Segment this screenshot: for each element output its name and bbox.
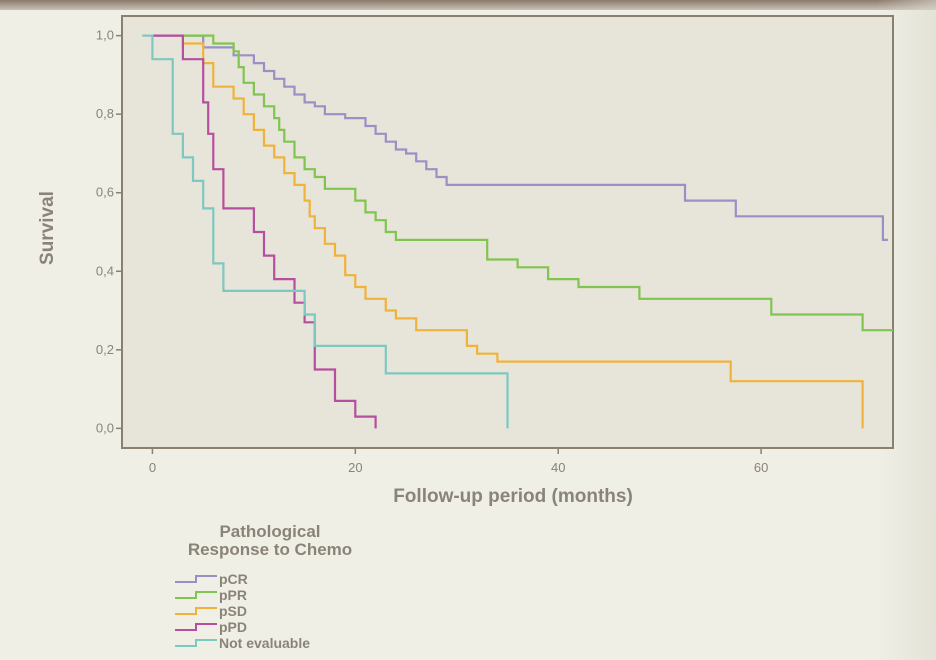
legend-item-ppd: pPD <box>174 619 400 635</box>
legend-label: pPR <box>219 587 247 603</box>
legend-swatch <box>175 607 217 615</box>
legend-item-ppr: pPR <box>174 587 400 603</box>
legend-items: pCR pPR pSD pPD Not evaluable <box>174 571 400 651</box>
series-line-psd <box>172 34 864 429</box>
legend-swatch <box>175 575 217 583</box>
legend-label: Not evaluable <box>219 635 311 651</box>
legend-swatch <box>175 591 217 599</box>
y-tick-label: 1,0 <box>96 28 114 43</box>
series-line-ppd <box>152 34 377 429</box>
legend-swatch <box>175 623 217 631</box>
legend-title-line-2: Response to Chemo <box>187 540 353 559</box>
x-tick-label: 0 <box>149 460 156 475</box>
legend-label: pPD <box>219 619 247 635</box>
legend-title: Pathological Response to Chemo <box>140 523 400 559</box>
x-tick-label: 20 <box>348 460 362 475</box>
y-axis-title: Survival <box>37 191 58 265</box>
y-tick-label: 0,6 <box>96 185 114 200</box>
y-tick-label: 0,8 <box>96 106 114 121</box>
y-tick-label: 0,4 <box>96 263 114 278</box>
legend-item-psd: pSD <box>174 603 400 619</box>
x-tick-label: 40 <box>551 460 565 475</box>
slide-top-band <box>0 0 936 10</box>
series-line-ppr <box>182 34 893 332</box>
x-axis-title: Follow-up period (months) <box>393 486 633 507</box>
x-tick-label: 60 <box>754 460 768 475</box>
legend-item-pcr: pCR <box>174 571 400 587</box>
legend-swatch <box>175 639 217 647</box>
y-tick-label: 0,0 <box>96 420 114 435</box>
legend-label: pSD <box>219 603 247 619</box>
legend-label: pCR <box>219 571 248 587</box>
legend-title-line-1: Pathological <box>219 522 321 541</box>
y-tick-label: 0,2 <box>96 342 114 357</box>
legend-item-not-evaluable: Not evaluable <box>174 635 400 651</box>
legend: Pathological Response to Chemo pCR pPR pSD… <box>140 523 400 651</box>
series-line-pcr <box>152 34 888 241</box>
series-line-not-evaluable <box>142 34 509 429</box>
